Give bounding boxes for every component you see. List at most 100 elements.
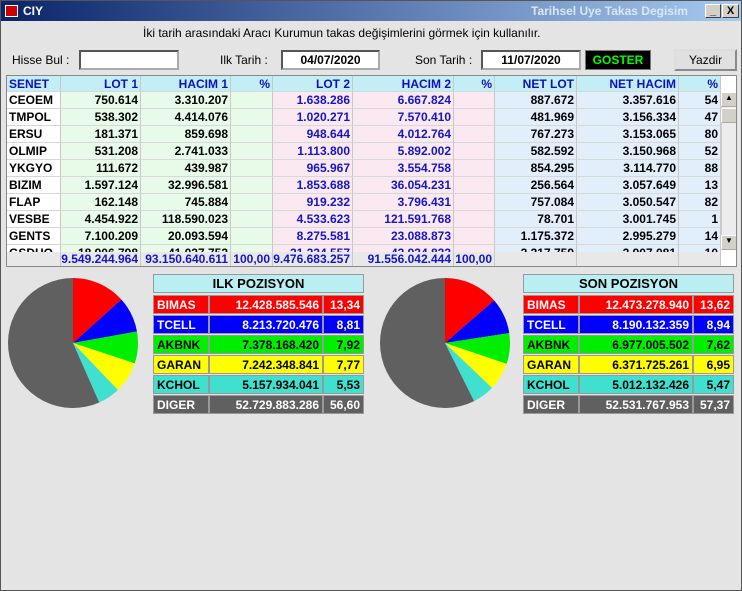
total-cell: 91.556.042.444 <box>353 252 454 266</box>
table-cell: 54 <box>679 92 721 109</box>
pie-slice <box>380 278 475 408</box>
position-name: BIMAS <box>153 295 209 314</box>
table-cell: VESBE <box>7 211 61 228</box>
ilk-label: Ilk Tarih : <box>220 53 268 67</box>
position-name: DIGER <box>153 395 209 414</box>
table-cell <box>454 160 495 177</box>
table-cell: 5.892.002 <box>353 143 454 160</box>
table-cell: 767.273 <box>495 126 577 143</box>
pie-slice <box>73 299 137 343</box>
table-cell: 82 <box>679 194 721 211</box>
column-header: % <box>231 76 273 92</box>
position-name: KCHOL <box>523 375 579 394</box>
hisse-input[interactable] <box>79 50 179 70</box>
app-icon <box>5 5 18 17</box>
table-cell: 118.590.023 <box>141 211 231 228</box>
table-cell: GENTS <box>7 228 61 245</box>
total-cell <box>495 252 577 266</box>
position-value: 52.729.883.286 <box>209 395 323 414</box>
table-cell <box>454 177 495 194</box>
goster-button[interactable]: GOSTER <box>585 50 651 70</box>
table-cell: 36.054.231 <box>353 177 454 194</box>
pie-slice <box>445 343 492 402</box>
table-cell: FLAP <box>7 194 61 211</box>
column-header: NET HACIM <box>577 76 679 92</box>
table-cell: 1.175.372 <box>495 228 577 245</box>
son-date[interactable]: 11/07/2020 <box>481 50 581 70</box>
table-cell: 3.057.649 <box>577 177 679 194</box>
table-cell: 538.302 <box>61 109 141 126</box>
scroll-down[interactable]: ▼ <box>721 235 736 250</box>
title-bar: CIY Tarihsel Uye Takas Degisim _ X <box>1 1 741 21</box>
table-cell <box>454 126 495 143</box>
table-cell <box>231 194 273 211</box>
table-cell: 4.414.076 <box>141 109 231 126</box>
table-cell: 582.592 <box>495 143 577 160</box>
window-caption: Tarihsel Uye Takas Degisim <box>531 4 688 18</box>
position-name: KCHOL <box>153 375 209 394</box>
table-cell: 7.570.410 <box>353 109 454 126</box>
scrollbar[interactable] <box>721 92 736 250</box>
position-name: BIMAS <box>523 295 579 314</box>
column-header: LOT 1 <box>61 76 141 92</box>
position-pct: 8,81 <box>323 315 364 334</box>
pie-slice <box>73 343 135 390</box>
close-button[interactable]: X <box>722 4 739 18</box>
table-cell: 181.371 <box>61 126 141 143</box>
table-cell <box>231 126 273 143</box>
pie-slice <box>73 343 118 403</box>
column-header: LOT 2 <box>273 76 353 92</box>
position-pct: 57,37 <box>693 395 734 414</box>
column-header: % <box>679 76 721 92</box>
table-cell: 859.698 <box>141 126 231 143</box>
table-cell: 3.050.547 <box>577 194 679 211</box>
position-pct: 7,62 <box>693 335 734 354</box>
table-cell <box>454 143 495 160</box>
column-header: % <box>454 76 495 92</box>
table-cell: 47 <box>679 109 721 126</box>
table-cell: OLMIP <box>7 143 61 160</box>
table-cell: 2.995.279 <box>577 228 679 245</box>
table-cell: 23.088.873 <box>353 228 454 245</box>
pie-slice <box>73 278 122 343</box>
column-header: HACIM 2 <box>353 76 454 92</box>
table-cell: 3.001.745 <box>577 211 679 228</box>
position-name: GARAN <box>523 355 579 374</box>
yazdir-button[interactable]: Yazdir <box>674 49 737 71</box>
position-value: 7.242.348.841 <box>209 355 323 374</box>
column-header: HACIM 1 <box>141 76 231 92</box>
position-value: 5.012.132.426 <box>579 375 693 394</box>
minimize-button[interactable]: _ <box>705 4 721 18</box>
table-cell: 78.701 <box>495 211 577 228</box>
scroll-up[interactable]: ▲ <box>721 92 736 107</box>
total-cell: 93.150.640.611 <box>141 252 231 266</box>
table-cell: 948.644 <box>273 126 353 143</box>
pie-slice <box>445 343 507 388</box>
table-cell: 3.150.968 <box>577 143 679 160</box>
table-cell: 88 <box>679 160 721 177</box>
position-title: ILK POZISYON <box>153 274 364 293</box>
table-cell: 531.208 <box>61 143 141 160</box>
total-cell <box>577 252 679 266</box>
table-cell: CEOEM <box>7 92 61 109</box>
ilk-date[interactable]: 04/07/2020 <box>281 50 380 70</box>
table-cell: 32.996.581 <box>141 177 231 194</box>
position-value: 12.428.585.546 <box>209 295 323 314</box>
column-header: SENET <box>7 76 61 92</box>
position-name: TCELL <box>523 315 579 334</box>
total-cell <box>7 252 61 266</box>
table-cell: 14 <box>679 228 721 245</box>
table-cell: 3.796.431 <box>353 194 454 211</box>
position-value: 5.157.934.041 <box>209 375 323 394</box>
position-pct: 13,62 <box>693 295 734 314</box>
scroll-thumb[interactable] <box>721 108 736 123</box>
table-cell: 1.020.271 <box>273 109 353 126</box>
position-pct: 7,77 <box>323 355 364 374</box>
position-value: 12.473.278.940 <box>579 295 693 314</box>
table-cell: 1.597.124 <box>61 177 141 194</box>
table-cell <box>231 143 273 160</box>
table-cell: 7.100.209 <box>61 228 141 245</box>
table-cell: 481.969 <box>495 109 577 126</box>
table-cell: 3.357.616 <box>577 92 679 109</box>
